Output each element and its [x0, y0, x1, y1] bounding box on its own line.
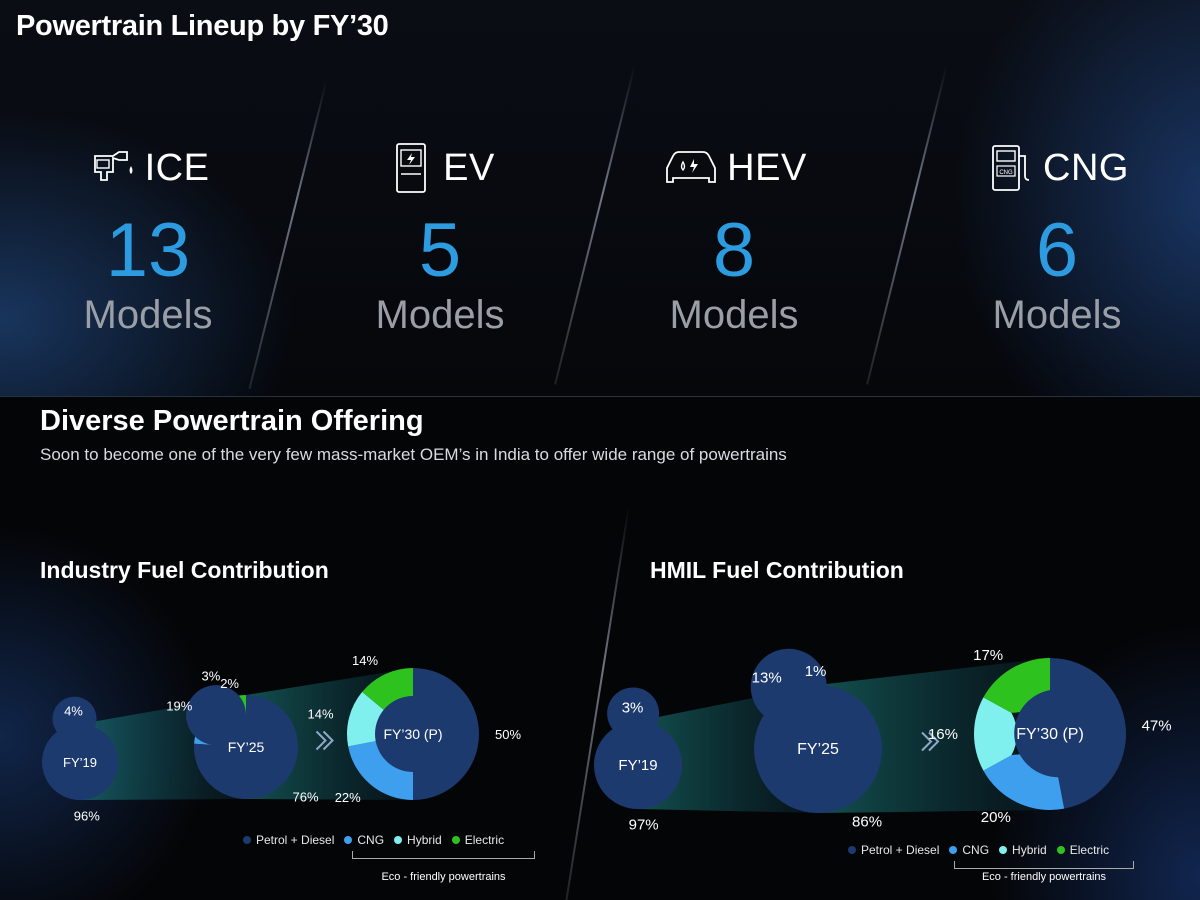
donut-center-label: FY’30 (P) — [383, 726, 442, 742]
model-count: 13 — [105, 208, 191, 293]
data-label-electric: 14% — [352, 653, 378, 668]
legend-dot — [949, 846, 958, 854]
powertrain-label: CNG — [1043, 146, 1129, 189]
legend-hybrid: Hybrid — [394, 833, 442, 847]
data-label-electric: 3% — [202, 668, 221, 683]
donut-segment-petrol-diesel — [1014, 658, 1126, 809]
data-label-electric: 17% — [973, 647, 1003, 664]
data-label-hybrid: 14% — [308, 707, 334, 722]
donut-center-label: FY’25 — [797, 741, 839, 758]
ev-charger-icon — [396, 143, 427, 193]
data-label-cng: 19% — [166, 698, 192, 713]
page-title: Powertrain Lineup by FY’30 — [16, 10, 389, 42]
eco-label: Eco - friendly powertrains — [981, 871, 1107, 883]
svg-text:CNG: CNG — [999, 170, 1013, 176]
donut-center-label: FY’25 — [228, 739, 265, 755]
eco-bracket — [954, 861, 1134, 869]
model-count: 8 — [712, 208, 756, 293]
donut-center-label: FY’19 — [63, 755, 97, 770]
hybrid-car-icon — [666, 151, 717, 183]
donut-segment-hybrid — [973, 697, 1017, 771]
model-unit: Models — [83, 293, 213, 337]
cng-pump-icon: CNG — [992, 145, 1030, 191]
legend-dot — [344, 836, 353, 844]
data-label-cng: 4% — [64, 703, 83, 718]
data-label-cng: 13% — [752, 670, 782, 687]
legend-petrol-diesel: Petrol + Diesel — [848, 843, 939, 857]
powertrain-label: HEV — [727, 146, 807, 189]
section-subtitle: Soon to become one of the very few mass-… — [40, 445, 787, 464]
fuel-nozzle-icon — [93, 151, 133, 181]
data-label-petrol-diesel: 47% — [1142, 717, 1172, 734]
legend-dot — [848, 846, 856, 854]
data-label-electric: 1% — [805, 663, 827, 680]
data-label-hybrid: 16% — [928, 726, 958, 743]
data-label-cng: 20% — [981, 809, 1011, 826]
data-label-petrol-diesel: 96% — [74, 809, 100, 824]
donut-segment-petrol-diesel — [186, 685, 299, 799]
powertrain-cng: CNG CNG 6 Models — [927, 138, 1187, 338]
data-label-petrol-diesel: 50% — [495, 727, 521, 742]
legend-hybrid: Hybrid — [999, 843, 1047, 857]
data-label-petrol-diesel: 76% — [293, 790, 319, 805]
powertrain-lineup-panel: Powertrain Lineup by FY’30 ICE 13 Models… — [0, 0, 1200, 396]
donut-segment-petrol-diesel — [750, 648, 883, 813]
data-label-cng: 22% — [335, 790, 361, 805]
powertrain-label: ICE — [144, 146, 210, 189]
eco-label: Eco - friendly powertrains — [381, 871, 506, 883]
model-unit: Models — [992, 293, 1122, 337]
fuel-contribution-panel: Diverse Powertrain Offering Soon to beco… — [0, 396, 1200, 900]
legend-electric: Electric — [1056, 843, 1109, 857]
industry-legend: Petrol + Diesel CNG Hybrid Electric — [243, 833, 504, 847]
legend-dot — [1056, 846, 1065, 854]
powertrain-ice: ICE 13 Models — [18, 138, 278, 338]
donut-segment-petrol-diesel — [42, 696, 119, 800]
legend-dot — [451, 836, 460, 844]
chevron-right-icon — [921, 731, 940, 752]
legend-cng: CNG — [344, 833, 384, 847]
powertrain-label: EV — [443, 146, 495, 189]
data-label-petrol-diesel: 86% — [852, 813, 882, 830]
model-count: 6 — [1035, 208, 1079, 293]
data-label-cng: 3% — [622, 699, 644, 716]
industry-chart-title: Industry Fuel Contribution — [40, 557, 329, 583]
hmil-chart-title: HMIL Fuel Contribution — [650, 557, 904, 583]
data-label-petrol-diesel: 97% — [629, 817, 659, 834]
donut-center-label: FY’19 — [618, 757, 657, 774]
model-unit: Models — [375, 293, 505, 337]
hmil-legend: Petrol + Diesel CNG Hybrid Electric — [848, 843, 1109, 857]
model-unit: Models — [669, 293, 799, 337]
chevron-right-icon — [315, 730, 334, 751]
powertrain-ev: EV 5 Models — [310, 138, 570, 338]
legend-dot — [999, 846, 1008, 854]
legend-petrol-diesel: Petrol + Diesel — [243, 833, 334, 847]
legend-dot — [243, 836, 251, 844]
data-label-hybrid: 2% — [220, 676, 239, 691]
model-count: 5 — [418, 208, 462, 293]
legend-cng: CNG — [949, 843, 989, 857]
section-title: Diverse Powertrain Offering — [40, 405, 424, 437]
donut-segment-petrol-diesel — [594, 687, 682, 809]
eco-bracket — [352, 851, 535, 859]
legend-dot — [394, 836, 403, 844]
donut-segment-petrol-diesel — [375, 668, 479, 800]
donut-center-label: FY’30 (P) — [1016, 726, 1084, 743]
powertrain-hev: HEV 8 Models — [604, 138, 864, 338]
legend-electric: Electric — [451, 833, 504, 847]
